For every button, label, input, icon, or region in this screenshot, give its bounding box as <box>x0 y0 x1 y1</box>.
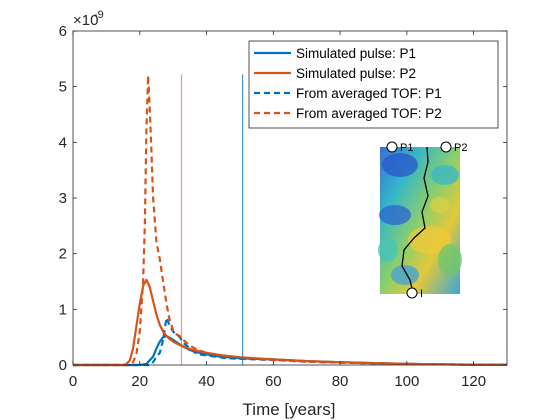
legend-box <box>248 40 499 129</box>
x-tick-label: 40 <box>198 373 215 390</box>
legend-label-3: From averaged TOF: P1 <box>296 86 442 101</box>
x-tick-label: 60 <box>265 373 282 390</box>
inset-point-3 <box>406 287 418 299</box>
legend-label-4: From averaged TOF: P2 <box>296 106 442 121</box>
inset-permeability-map: P1 P2 I <box>378 141 467 300</box>
y-tick-label: 1 <box>59 301 67 318</box>
inset-flow-path <box>401 146 429 294</box>
x-tick-label: 120 <box>461 373 486 390</box>
y-tick-label: 5 <box>59 79 67 96</box>
inset-point-2 <box>440 141 452 153</box>
inset-blob-4 <box>379 205 411 225</box>
y-exponent-base: ×10 <box>73 12 98 29</box>
y-exponent-power: -9 <box>94 9 104 21</box>
y-tick-label: 2 <box>59 246 67 263</box>
legend: Simulated pulse: P1 Simulated pulse: P2 Fr… <box>248 40 499 129</box>
inset-label-1: P1 <box>400 142 413 154</box>
inset-blob-8 <box>378 238 398 262</box>
inset-blob-2 <box>431 165 459 185</box>
y-tick-label: 3 <box>59 190 67 207</box>
y-tick-label: 6 <box>59 23 67 40</box>
data-lines <box>73 74 508 367</box>
axes: 0 20 40 60 80 100 120 0 1 2 3 4 5 6 <box>59 23 508 390</box>
x-tick-label: 0 <box>69 373 77 390</box>
inset-blob-6 <box>391 265 419 285</box>
inset-label-3: I <box>420 288 423 300</box>
inset-label-2: P2 <box>454 142 467 154</box>
y-tick-label: 4 <box>59 134 67 151</box>
x-axis-label: Time [years] <box>243 400 336 419</box>
x-tick-label: 80 <box>332 373 349 390</box>
x-tick-label: 100 <box>394 373 419 390</box>
inset-point-1 <box>386 141 398 153</box>
legend-label-1: Simulated pulse: P1 <box>296 46 416 61</box>
inset-blob-7 <box>430 197 450 213</box>
inset-blob-1 <box>382 153 418 177</box>
legend-label-2: Simulated pulse: P2 <box>296 66 416 81</box>
y-tick-label: 0 <box>59 357 67 374</box>
x-tick-label: 20 <box>131 373 148 390</box>
inset-blob-5 <box>438 244 462 276</box>
